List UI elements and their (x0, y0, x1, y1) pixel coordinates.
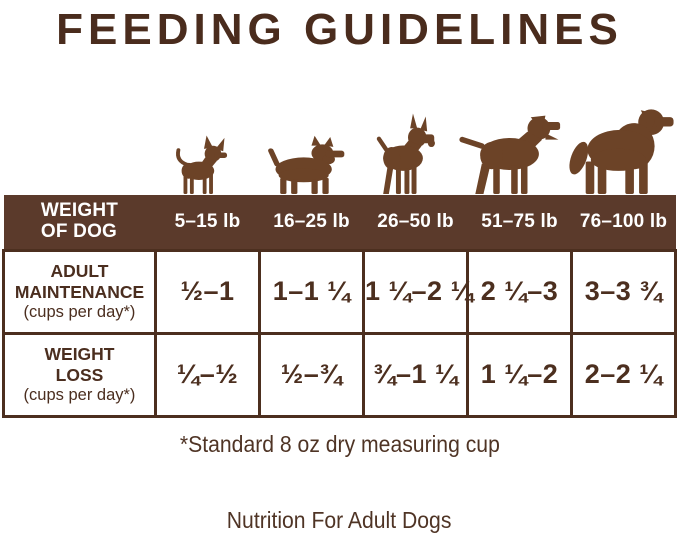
dog-cell-l (459, 97, 565, 194)
feeding-value-cell: ¾–1 ¼ (362, 331, 469, 418)
row-label-line2: LOSS (55, 364, 104, 385)
dog-cell-s (255, 97, 357, 194)
row-weight-loss: WEIGHT LOSS (cups per day*) ¼–½ ½–¾ ¾–1 … (2, 331, 677, 418)
weight-column-header-2: 16–25 lb (259, 195, 364, 250)
feeding-value-cell: 2–2 ¼ (570, 331, 677, 418)
feeding-guidelines-label: FEEDING GUIDELINES (0, 5, 679, 538)
corner-header-line1: WEIGHT (40, 200, 119, 222)
feeding-value-cell: ½–¾ (258, 331, 365, 418)
table-header-row: WEIGHT OF DOG 5–15 lb 16–25 lb 26–50 lb … (3, 195, 676, 250)
row-label-line1: ADULT (50, 261, 109, 282)
chihuahua-silhouette-icon (176, 135, 228, 194)
measuring-cup-footnote: *Standard 8 oz dry measuring cup (0, 431, 679, 458)
bottom-tagline-text: Nutrition For Adult Dogs (227, 507, 452, 533)
feeding-table: WEIGHT OF DOG 5–15 lb 16–25 lb 26–50 lb … (2, 195, 677, 418)
row-label-line2: MAINTENANCE (14, 281, 145, 302)
feeding-value-cell: 3–3 ¾ (570, 248, 677, 335)
feeding-value-cell: 1 ¼–2 (466, 331, 573, 418)
feeding-value-cell: 1 ¼–2 ¼ (362, 248, 473, 335)
feeding-value-cell: ½–1 (154, 248, 261, 335)
feeding-value-cell: 2 ¼–3 (466, 248, 573, 335)
rottweiler-silhouette-icon (459, 115, 561, 194)
weight-column-header-5: 76–100 lb (571, 195, 676, 250)
weight-column-header-3: 26–50 lb (363, 195, 468, 250)
boxer-silhouette-icon (376, 113, 435, 194)
dog-cell-xl (565, 97, 677, 194)
row-label-sub: (cups per day*) (23, 302, 136, 321)
feeding-value-cell: 1–1 ¼ (258, 248, 365, 335)
dog-size-row (2, 97, 677, 194)
corner-header-weight-of-dog: WEIGHT OF DOG (3, 195, 156, 250)
row-label-line1: WEIGHT (44, 344, 115, 365)
row-label-adult-maintenance: ADULT MAINTENANCE (cups per day*) (2, 248, 157, 335)
bernese-silhouette-icon (569, 109, 674, 194)
dog-cell-xs (153, 97, 255, 194)
measuring-cup-footnote-text: *Standard 8 oz dry measuring cup (179, 431, 500, 457)
bottom-tagline: Nutrition For Adult Dogs (0, 507, 679, 534)
terrier-silhouette-icon (268, 135, 345, 194)
page-title: FEEDING GUIDELINES (56, 5, 623, 54)
row-label-sub: (cups per day*) (23, 385, 136, 404)
corner-header-line2: OF DOG (40, 221, 118, 243)
row-label-weight-loss: WEIGHT LOSS (cups per day*) (2, 331, 157, 418)
row-adult-maintenance: ADULT MAINTENANCE (cups per day*) ½–1 1–… (2, 248, 677, 335)
weight-column-header-1: 5–15 lb (155, 195, 260, 250)
weight-column-header-4: 51–75 lb (467, 195, 572, 250)
feeding-value-cell: ¼–½ (154, 331, 261, 418)
dog-cell-m (357, 97, 459, 194)
